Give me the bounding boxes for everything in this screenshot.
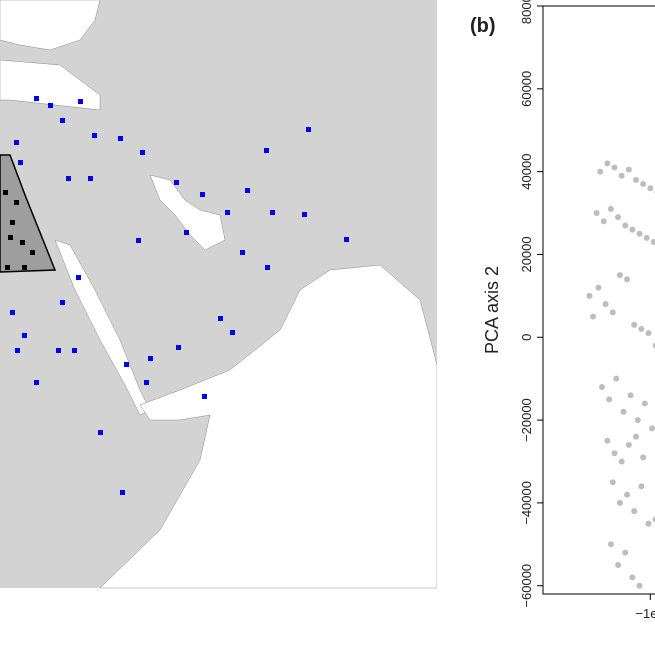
point <box>615 214 622 221</box>
point <box>645 520 652 527</box>
point <box>606 396 613 403</box>
black-points <box>3 190 35 270</box>
y-tick-label: −60000 <box>519 564 534 608</box>
point <box>595 284 602 291</box>
point <box>620 408 627 415</box>
point <box>607 541 614 548</box>
point <box>618 458 625 465</box>
point <box>640 181 647 188</box>
plot-frame <box>542 5 655 595</box>
x-tick-label: −1e+ <box>635 606 655 621</box>
blue-points <box>10 96 349 495</box>
point <box>604 160 611 167</box>
panel-label: (b) <box>470 15 496 37</box>
point <box>593 210 600 217</box>
point <box>586 292 593 299</box>
point <box>622 222 629 229</box>
point <box>652 342 655 349</box>
point <box>647 185 654 192</box>
point <box>631 508 638 515</box>
point <box>600 218 607 225</box>
scatter-plot: 80000 60000 40000 20000 0 −20000 −40000 −60000 −… <box>519 0 655 621</box>
sea <box>0 59 101 111</box>
point <box>613 375 620 382</box>
point <box>616 499 623 506</box>
point <box>631 321 638 328</box>
point <box>609 309 616 316</box>
y-tick-label: 80000 <box>519 0 534 24</box>
point <box>622 549 629 556</box>
point <box>629 574 636 581</box>
point <box>597 168 604 175</box>
sea <box>149 174 226 251</box>
point <box>634 417 641 424</box>
point <box>643 234 650 241</box>
point <box>616 272 623 279</box>
point <box>638 325 645 332</box>
point <box>632 433 639 440</box>
point <box>641 400 648 407</box>
point <box>602 301 609 308</box>
point <box>649 425 655 432</box>
point <box>590 313 597 320</box>
y-tick-label: −40000 <box>519 481 534 525</box>
y-axis-label: PCA axis 2 <box>482 266 502 354</box>
point <box>625 441 632 448</box>
sea <box>0 0 101 51</box>
point <box>640 454 647 461</box>
point <box>609 479 616 486</box>
y-tick-label: 60000 <box>519 71 534 107</box>
y-tick-label: 20000 <box>519 236 534 272</box>
y-tick-label: 40000 <box>519 154 534 190</box>
point <box>599 383 605 390</box>
point <box>615 562 622 569</box>
background <box>437 0 655 655</box>
point <box>629 226 636 233</box>
point <box>611 164 618 171</box>
point <box>636 230 643 237</box>
point <box>604 437 611 444</box>
region-polygon <box>0 154 57 273</box>
point <box>645 330 652 337</box>
point <box>624 491 631 498</box>
point <box>618 172 625 179</box>
point <box>625 166 632 173</box>
y-tick-label: 0 <box>519 334 534 341</box>
point <box>636 582 643 589</box>
point <box>627 392 634 399</box>
point <box>607 205 614 212</box>
point <box>638 483 645 490</box>
point <box>650 239 655 246</box>
point <box>624 276 631 283</box>
point <box>652 516 655 523</box>
point <box>632 176 639 183</box>
y-tick-label: −20000 <box>519 398 534 442</box>
point <box>611 450 618 457</box>
